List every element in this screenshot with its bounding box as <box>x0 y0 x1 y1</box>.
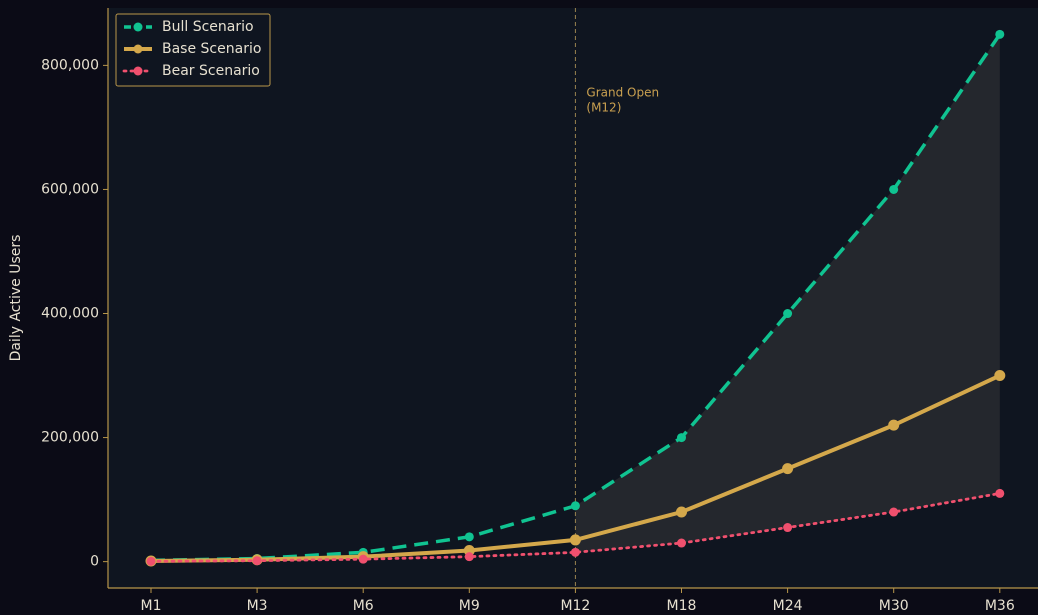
series-point <box>994 370 1006 382</box>
legend-marker <box>133 66 143 76</box>
series-point <box>677 433 686 443</box>
y-tick-label: 0 <box>90 554 99 570</box>
legend-box <box>115 13 271 87</box>
legend-marker <box>133 44 143 54</box>
plot: Grand Open(M12) <box>145 8 1006 588</box>
event-annotation: Grand Open <box>586 86 659 100</box>
series-point <box>676 506 687 518</box>
series-point <box>252 556 262 566</box>
x-tick-label: M36 <box>985 598 1015 614</box>
series-point <box>146 556 156 566</box>
series-point <box>889 507 899 517</box>
series-point <box>464 552 474 562</box>
series-point <box>995 488 1005 498</box>
x-tick-label: M24 <box>773 598 803 614</box>
x-tick-label: M3 <box>247 598 268 614</box>
x-tick-label: M1 <box>141 598 162 614</box>
series-point <box>464 532 474 542</box>
y-tick-label: 600,000 <box>41 181 99 197</box>
y-tick-label: 200,000 <box>41 430 99 446</box>
series-point <box>782 463 794 475</box>
x-tick-label: M9 <box>459 598 480 614</box>
event-annotation: (M12) <box>586 101 621 115</box>
series-point <box>569 534 581 546</box>
y-axis-label: Daily Active Users <box>8 235 24 362</box>
legend-label: Base Scenario <box>162 41 261 57</box>
y-tick-label: 800,000 <box>41 57 99 73</box>
series-point <box>783 523 793 533</box>
legend-label: Bear Scenario <box>162 63 260 79</box>
legend-marker <box>133 22 143 32</box>
series-line <box>149 492 1002 563</box>
series-point <box>888 419 900 431</box>
series-point <box>570 547 580 557</box>
series-point <box>570 501 580 511</box>
series-point <box>783 309 793 319</box>
x-tick-label: M30 <box>879 598 909 614</box>
series-point <box>677 538 686 548</box>
series-point <box>358 554 368 564</box>
x-tick-label: M6 <box>353 598 374 614</box>
series-point <box>995 29 1005 39</box>
series-point <box>889 184 899 194</box>
x-tick-label: M12 <box>560 598 590 614</box>
x-tick-label: M18 <box>667 598 697 614</box>
y-tick-label: 400,000 <box>41 306 99 322</box>
legend-label: Bull Scenario <box>162 19 254 35</box>
